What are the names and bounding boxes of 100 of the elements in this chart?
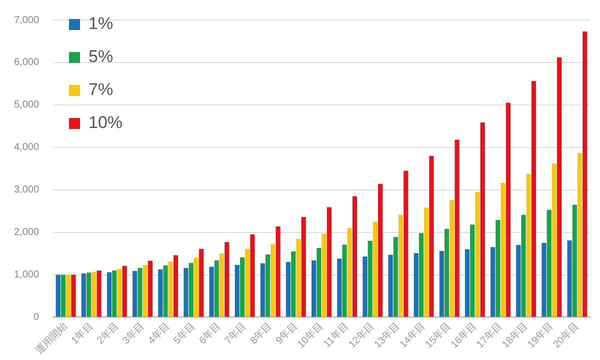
- bar: [96, 270, 102, 317]
- bar: [388, 254, 393, 317]
- bar: [470, 224, 475, 317]
- bar: [542, 242, 546, 317]
- y-tick-label: 3,000: [14, 184, 40, 196]
- x-tick-label: 6年目: [196, 320, 224, 347]
- bar: [500, 183, 506, 317]
- bar: [92, 272, 96, 317]
- bar: [112, 270, 117, 317]
- bar: [526, 174, 531, 317]
- x-tick-label: 7年目: [222, 320, 249, 347]
- bar: [404, 170, 408, 317]
- bar: [577, 152, 582, 317]
- bar: [347, 228, 352, 317]
- bar: [418, 233, 424, 317]
- bar: [480, 122, 485, 317]
- bar: [506, 102, 510, 317]
- bar: [117, 268, 122, 317]
- bar: [224, 242, 230, 317]
- bar: [86, 272, 92, 317]
- bar: [106, 272, 112, 317]
- bar: [142, 265, 148, 317]
- x-tick-label: 1年目: [68, 320, 96, 347]
- bar: [66, 274, 71, 317]
- bar: [250, 234, 255, 317]
- bar: [56, 274, 60, 317]
- bar: [184, 268, 188, 317]
- bar: [194, 258, 199, 317]
- bar: [454, 140, 460, 317]
- bar: [496, 220, 500, 317]
- bar: [81, 273, 86, 317]
- x-tick-label: 運用開始: [33, 320, 70, 357]
- x-tick-label: 3年目: [120, 320, 147, 347]
- y-tick-label: 0: [33, 312, 40, 323]
- bar: [475, 192, 480, 317]
- bar: [234, 265, 240, 317]
- bar: [429, 156, 434, 317]
- bar: [286, 262, 291, 317]
- bar: [270, 244, 276, 317]
- bar: [567, 240, 572, 317]
- bar: [138, 268, 142, 317]
- bar: [312, 260, 316, 317]
- bar: [450, 200, 454, 317]
- legend-label: 7%: [88, 80, 114, 100]
- y-tick-label: 2,000: [14, 227, 40, 238]
- bar: [245, 248, 250, 317]
- bar: [188, 262, 194, 317]
- bar: [546, 210, 552, 317]
- bar: [296, 239, 301, 317]
- bar: [326, 207, 332, 317]
- bar: [316, 248, 322, 317]
- bar: [444, 228, 450, 317]
- bar: [531, 81, 536, 317]
- y-tick-label: 5,000: [14, 100, 40, 111]
- bar: [132, 270, 138, 317]
- bar: [424, 208, 429, 317]
- bar: [362, 256, 368, 317]
- bar: [398, 214, 404, 317]
- bar: [60, 274, 66, 317]
- bar: [260, 263, 265, 317]
- bar: [342, 244, 347, 317]
- x-tick-label: 8年目: [248, 320, 274, 347]
- bar: [148, 260, 152, 317]
- bar: [276, 226, 280, 317]
- bar: [490, 247, 496, 317]
- bar: [322, 234, 326, 317]
- bar: [372, 222, 378, 317]
- bar: [240, 257, 245, 317]
- legend-label: 1%: [88, 14, 114, 34]
- legend-label: 5%: [88, 47, 114, 66]
- bar: [516, 245, 521, 317]
- y-tick-label: 6,000: [14, 57, 40, 68]
- bar: [352, 196, 358, 317]
- x-tick-label: 2年目: [94, 320, 122, 347]
- x-tick-label: 5年目: [171, 320, 198, 347]
- bar: [464, 249, 470, 317]
- bar: [378, 184, 383, 317]
- bar: [214, 260, 219, 317]
- bar: [219, 254, 224, 317]
- bar: [173, 255, 178, 317]
- bar: [122, 266, 127, 317]
- legend-label: 10%: [88, 113, 123, 132]
- bar: [266, 254, 270, 317]
- bar: [582, 31, 588, 317]
- bar: [301, 217, 306, 317]
- bar: [168, 262, 173, 317]
- bar: [163, 265, 168, 317]
- bar: [572, 204, 577, 317]
- y-tick-label: 7,000: [14, 14, 40, 26]
- bar: [337, 258, 342, 317]
- bar: [291, 251, 296, 317]
- bar: [557, 57, 562, 317]
- x-tick-label: 4年目: [146, 320, 172, 347]
- bar: [209, 266, 214, 317]
- bar: [552, 164, 557, 317]
- bar: [414, 253, 418, 317]
- bar: [71, 274, 76, 317]
- bar: [199, 248, 204, 317]
- y-tick-label: 1,000: [14, 270, 40, 281]
- bar: [521, 214, 526, 317]
